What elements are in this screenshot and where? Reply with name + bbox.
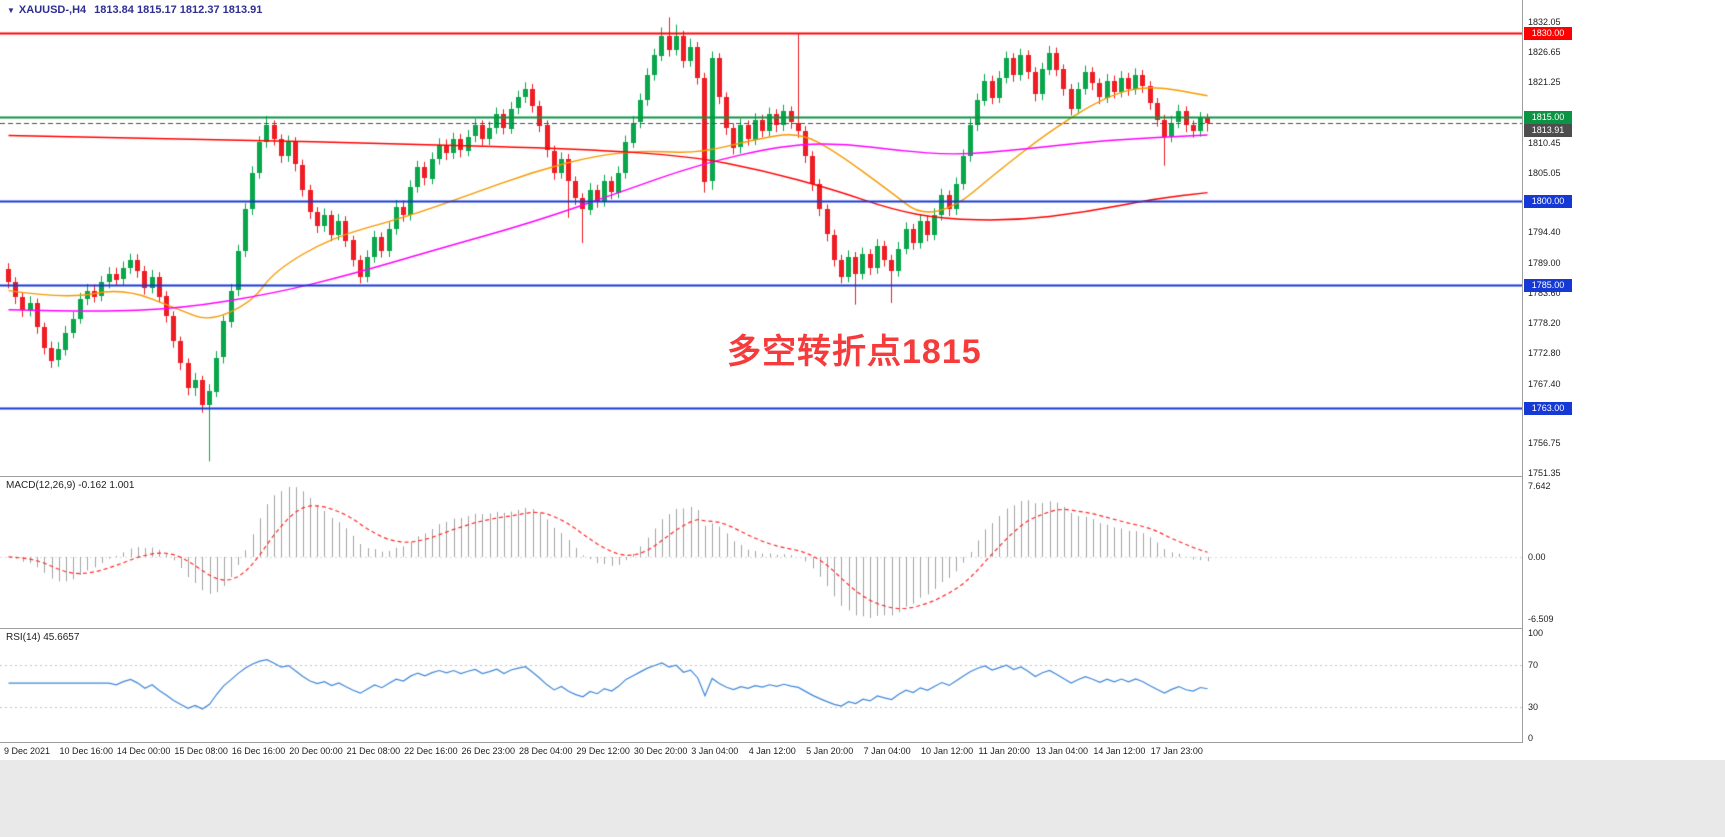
price-axis-label: 1810.45 xyxy=(1528,137,1561,148)
time-axis-separator xyxy=(0,742,1725,743)
time-axis-label: 11 Jan 20:00 xyxy=(978,746,1030,756)
price-axis-badge: 1830.00 xyxy=(1524,27,1572,41)
chart-annotation-text: 多空转折点1815 xyxy=(727,333,982,371)
chart-window: ▼ XAUUSD-,H4 1813.84 1815.17 1812.37 1813.… xyxy=(0,0,1725,760)
time-axis-label: 29 Dec 12:00 xyxy=(576,746,630,756)
time-axis-label: 26 Dec 23:00 xyxy=(461,746,516,756)
macd-panel-canvas[interactable] xyxy=(0,477,1522,628)
price-axis-label: 1751.35 xyxy=(1528,468,1561,479)
macd-axis-label: 0.00 xyxy=(1528,551,1546,562)
rsi-indicator-label: RSI(14) 45.6657 xyxy=(6,632,79,643)
rsi-axis-label: 30 xyxy=(1528,701,1539,712)
time-axis-label: 10 Jan 12:00 xyxy=(921,746,974,756)
price-axis-badge: 1763.00 xyxy=(1524,402,1572,416)
rsi-values: 45.6657 xyxy=(43,632,80,643)
macd-axis-label: -6.509 xyxy=(1528,614,1554,624)
price-axis-badge: 1813.91 xyxy=(1524,124,1572,138)
time-axis-label: 10 Dec 16:00 xyxy=(59,746,113,756)
time-axis-label: 28 Dec 04:00 xyxy=(518,746,573,756)
price-axis-label: 1783.60 xyxy=(1528,287,1561,298)
price-axis-label: 1789.00 xyxy=(1528,257,1561,268)
time-axis-label: 21 Dec 08:00 xyxy=(346,746,401,756)
price-axis-label: 1832.05 xyxy=(1528,16,1561,27)
time-axis-label: 20 Dec 00:00 xyxy=(289,746,343,756)
time-axis-label: 15 Dec 08:00 xyxy=(174,746,228,756)
main-chart-canvas[interactable] xyxy=(0,0,1522,476)
rsi-axis-label: 70 xyxy=(1528,659,1539,670)
macd-axis-label: 7.642 xyxy=(1528,481,1551,491)
price-axis[interactable]: 1832.05 1826.65 1821.25 1810.45 1805.05 1794.… xyxy=(1522,0,1725,760)
window-footer xyxy=(0,760,1725,837)
price-axis-label: 1772.80 xyxy=(1528,348,1561,359)
chart-ohlc-header: ▼ XAUUSD-,H4 1813.84 1815.17 1812.37 1813.… xyxy=(7,4,262,16)
time-axis-label: 16 Dec 16:00 xyxy=(231,746,286,756)
time-axis[interactable]: 9 Dec 2021 10 Dec 16:00 14 Dec 00:00 15 Dec… xyxy=(0,743,1725,760)
macd-values: -0.162 1.001 xyxy=(78,480,135,491)
chart-ohlc-values: 1813.84 1815.17 1812.37 1813.91 xyxy=(94,4,263,16)
price-axis-label: 1767.40 xyxy=(1528,378,1561,389)
time-axis-label: 7 Jan 04:00 xyxy=(863,746,911,756)
panel-resize-separator[interactable] xyxy=(0,628,1725,629)
chart-symbol-dropdown-icon: ▼ xyxy=(7,6,15,15)
rsi-panel-canvas[interactable] xyxy=(0,629,1522,742)
price-axis-label: 1794.40 xyxy=(1528,227,1561,238)
time-axis-label: 14 Dec 00:00 xyxy=(116,746,171,756)
rsi-axis-label: 0 xyxy=(1528,733,1534,743)
time-axis-label: 22 Dec 16:00 xyxy=(404,746,458,756)
time-axis-label: 3 Jan 04:00 xyxy=(691,746,739,756)
macd-name: MACD(12,26,9) xyxy=(6,480,76,491)
time-axis-label: 13 Jan 04:00 xyxy=(1035,746,1088,756)
price-axis-label: 1826.65 xyxy=(1528,46,1561,57)
panel-resize-separator[interactable] xyxy=(0,476,1725,477)
chart-symbol-label: XAUUSD-,H4 xyxy=(18,4,87,16)
price-axis-badge: 1815.00 xyxy=(1524,111,1572,125)
price-axis-badge: 1800.00 xyxy=(1524,195,1572,209)
time-axis-label: 9 Dec 2021 xyxy=(4,746,51,756)
macd-indicator-label: MACD(12,26,9) -0.162 1.001 xyxy=(6,480,134,491)
price-axis-label: 1805.05 xyxy=(1528,167,1561,178)
time-axis-label: 17 Jan 23:00 xyxy=(1150,746,1203,756)
time-axis-label: 30 Dec 20:00 xyxy=(633,746,688,756)
price-axis-badge: 1785.00 xyxy=(1524,279,1572,293)
price-axis-label: 1821.25 xyxy=(1528,77,1561,88)
time-axis-label: 4 Jan 12:00 xyxy=(748,746,796,756)
price-axis-label: 1756.75 xyxy=(1528,438,1561,449)
price-axis-label: 1778.20 xyxy=(1528,318,1561,329)
time-axis-label: 5 Jan 20:00 xyxy=(806,746,854,756)
rsi-name: RSI(14) xyxy=(6,632,41,643)
time-axis-label: 14 Jan 12:00 xyxy=(1093,746,1146,756)
rsi-axis-label: 100 xyxy=(1528,628,1544,638)
